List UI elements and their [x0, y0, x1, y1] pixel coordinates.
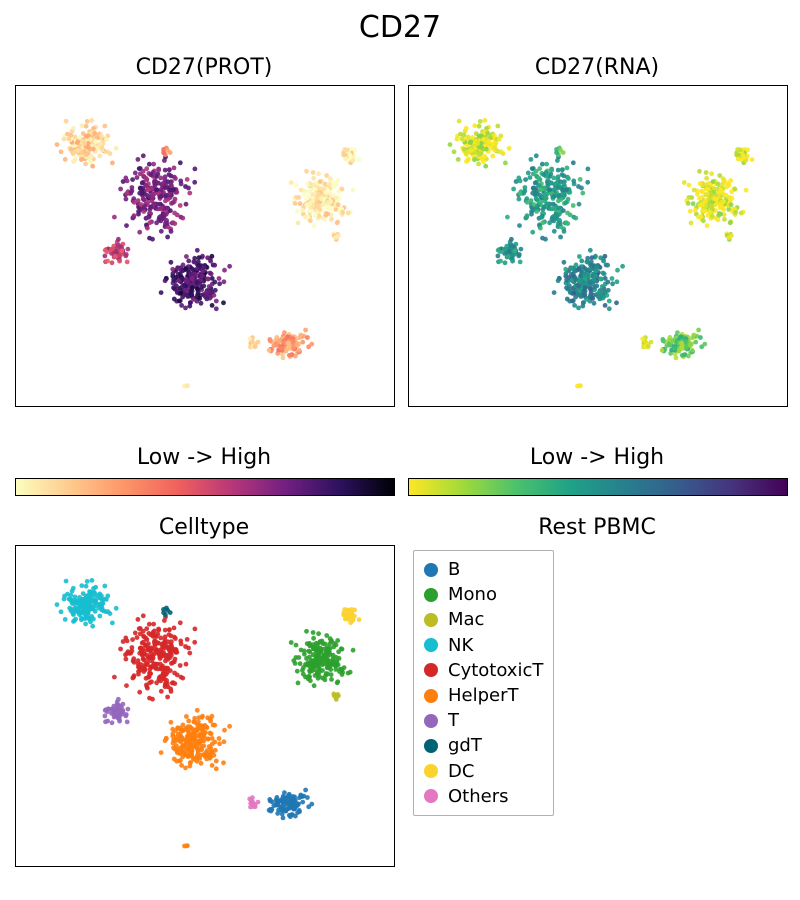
legend-item-label: NK: [448, 633, 473, 658]
colorbar-rna: [408, 478, 788, 496]
legend-item-label: gdT: [448, 733, 482, 758]
legend-item-gdt: gdT: [424, 733, 543, 758]
legend-item-b: B: [424, 557, 543, 582]
subtitle-celltype: Celltype: [15, 515, 393, 540]
legend-dot-icon: [424, 613, 438, 627]
legend-item-helpert: HelperT: [424, 683, 543, 708]
colorbar-label-prot: Low -> High: [15, 445, 393, 470]
scatter-celltype: [15, 545, 395, 867]
main-title: CD27: [0, 10, 800, 45]
legend-item-label: HelperT: [448, 683, 519, 708]
legend-dot-icon: [424, 789, 438, 803]
colorbar-label-rna: Low -> High: [408, 445, 786, 470]
scatter-svg: [409, 86, 787, 406]
legend-dot-icon: [424, 663, 438, 677]
legend-item-others: Others: [424, 784, 543, 809]
legend-dot-icon: [424, 714, 438, 728]
scatter-svg: [16, 86, 394, 406]
legend-dot-icon: [424, 739, 438, 753]
legend-dot-icon: [424, 563, 438, 577]
colorbar-prot: [15, 478, 395, 496]
scatter-rna: [408, 85, 788, 407]
legend-item-mac: Mac: [424, 607, 543, 632]
legend-item-mono: Mono: [424, 582, 543, 607]
legend-item-label: T: [448, 708, 459, 733]
legend-item-label: B: [448, 557, 460, 582]
legend-dot-icon: [424, 689, 438, 703]
legend-item-label: Mac: [448, 607, 484, 632]
subtitle-prot: CD27(PROT): [15, 55, 393, 80]
subtitle-rna: CD27(RNA): [408, 55, 786, 80]
subtitle-legendpanel: Rest PBMC: [408, 515, 786, 540]
legend-item-cytotoxict: CytotoxicT: [424, 658, 543, 683]
legend-item-t: T: [424, 708, 543, 733]
legend-item-dc: DC: [424, 759, 543, 784]
legend-dot-icon: [424, 764, 438, 778]
legend-item-nk: NK: [424, 633, 543, 658]
scatter-prot: [15, 85, 395, 407]
legend-item-label: Mono: [448, 582, 497, 607]
legend-item-label: CytotoxicT: [448, 658, 543, 683]
legend-item-label: Others: [448, 784, 509, 809]
scatter-svg: [16, 546, 394, 866]
legend-box: BMonoMacNKCytotoxicTHelperTTgdTDCOthers: [413, 550, 554, 816]
legend-dot-icon: [424, 588, 438, 602]
legend-dot-icon: [424, 638, 438, 652]
legend-item-label: DC: [448, 759, 474, 784]
